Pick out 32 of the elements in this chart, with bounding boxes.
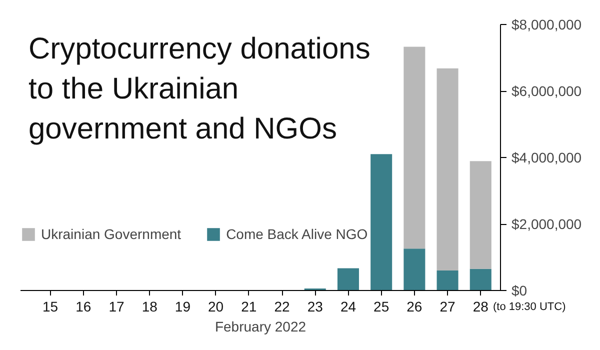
y-tick-label: $0 (512, 282, 528, 298)
y-tick-label: $8,000,000 (512, 16, 582, 32)
x-tick-label: 23 (307, 298, 324, 314)
x-tick-label: 28 (472, 298, 489, 314)
bar (436, 270, 458, 290)
x-tick-label: 15 (42, 298, 58, 314)
x-tick-label: 19 (174, 298, 191, 314)
x-tick-label: 17 (108, 298, 124, 314)
bar (404, 46, 426, 249)
x-tick-label: 21 (241, 298, 257, 314)
text: (to 19:30 UTC) (493, 300, 566, 315)
bar (470, 268, 492, 290)
legend-label: Come Back Alive NGO (226, 226, 368, 242)
y-tick-label: $2,000,000 (512, 216, 582, 232)
bar (470, 161, 492, 269)
bar (370, 154, 392, 290)
bar (436, 68, 458, 271)
x-tick-label: 24 (340, 298, 356, 314)
text: Cryptocurrency donations to the Ukrainian government and NGOs (28, 32, 370, 146)
x-tick-label: 20 (208, 298, 224, 314)
bar (404, 248, 426, 290)
y-tick-label: $4,000,000 (512, 150, 582, 166)
legend-label: Ukrainian Government (41, 226, 182, 242)
bar (337, 268, 359, 290)
y-tick-label: $6,000,000 (512, 83, 582, 99)
x-tick-label: 25 (374, 298, 390, 314)
x-tick-label: 26 (406, 298, 422, 314)
x-tick-label: 16 (76, 298, 92, 314)
x-tick-label: 22 (274, 298, 290, 314)
x-tick-label: 18 (142, 298, 158, 314)
x-tick-label: 27 (440, 298, 456, 314)
x-axis-title: February 2022 (214, 318, 306, 334)
